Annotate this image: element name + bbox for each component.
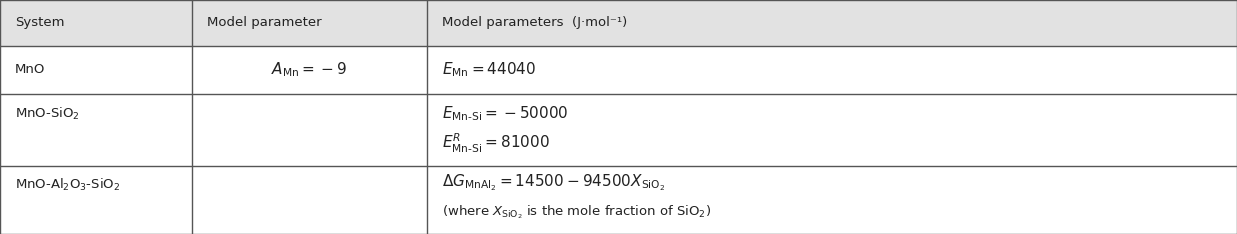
Text: Model parameter: Model parameter [207,16,322,29]
Text: (where $\mathit{X}_{\mathrm{SiO_2}}$ is the mole fraction of SiO$_2$): (where $\mathit{X}_{\mathrm{SiO_2}}$ is … [442,204,710,221]
Text: $\mathit{E}_{\mathrm{Mn\text{-}Si}}=-50000$: $\mathit{E}_{\mathrm{Mn\text{-}Si}}=-500… [442,105,568,123]
Text: MnO-Al$_2$O$_3$-SiO$_2$: MnO-Al$_2$O$_3$-SiO$_2$ [15,177,120,193]
Text: $\Delta\mathit{G}_{\mathrm{MnAl_2}}=14500-94500\mathit{X}_{\mathrm{SiO_2}}$: $\Delta\mathit{G}_{\mathrm{MnAl_2}}=1450… [442,173,664,193]
Text: $\mathit{A}_{\mathrm{Mn}}=-9$: $\mathit{A}_{\mathrm{Mn}}=-9$ [271,60,348,79]
Text: $\mathit{E}^{R}_{\mathrm{Mn\text{-}Si}}=81000$: $\mathit{E}^{R}_{\mathrm{Mn\text{-}Si}}=… [442,131,549,154]
Text: MnO-SiO$_2$: MnO-SiO$_2$ [15,106,79,122]
Text: $\mathit{E}_{\mathrm{Mn}}=44040$: $\mathit{E}_{\mathrm{Mn}}=44040$ [442,60,536,79]
Bar [0,0,1237,46]
Text: System: System [15,16,64,29]
Text: Model parameters  (J·mol⁻¹): Model parameters (J·mol⁻¹) [442,16,627,29]
Text: MnO: MnO [15,63,46,76]
